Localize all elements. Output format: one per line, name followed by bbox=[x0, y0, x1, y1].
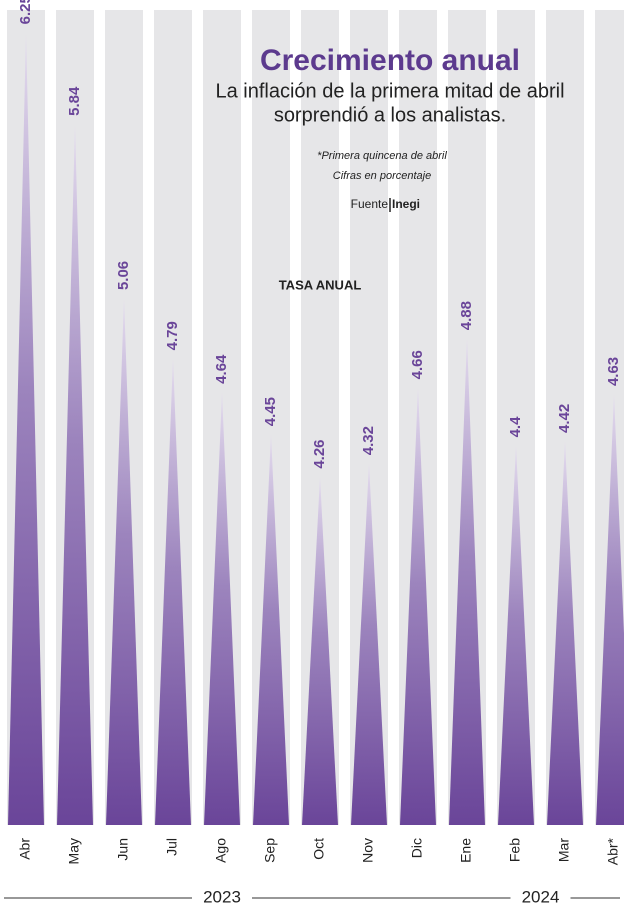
spike bbox=[302, 476, 338, 825]
year-label: 2023 bbox=[203, 887, 241, 906]
x-tick-label: Ago bbox=[213, 838, 229, 863]
subtitle: La inflación de la primera mitad de abri… bbox=[215, 80, 564, 102]
spike bbox=[204, 391, 240, 825]
spike bbox=[547, 440, 583, 825]
value-label: 4.26 bbox=[311, 439, 328, 468]
spike bbox=[57, 123, 93, 825]
x-tick-label: Jul bbox=[164, 838, 180, 856]
x-tick-label: Jun bbox=[115, 838, 131, 861]
x-tick-label: Oct bbox=[311, 838, 327, 860]
spike bbox=[8, 32, 44, 826]
value-label: 4.4 bbox=[507, 416, 524, 438]
year-label: 2024 bbox=[522, 887, 560, 906]
spike bbox=[106, 298, 142, 825]
years: 2023 2024 bbox=[4, 887, 620, 906]
note: *Primera quincena de abril bbox=[317, 150, 447, 162]
spike bbox=[498, 445, 534, 825]
value-label: 6.25 bbox=[17, 0, 34, 24]
categories: Abr May Jun Jul Ago Sep Oct Nov Dic Ene Feb Mar Abr* bbox=[17, 837, 621, 865]
x-tick-label: Ene bbox=[458, 838, 474, 863]
x-tick-label: Nov bbox=[360, 838, 376, 863]
x-tick-label: Feb bbox=[507, 838, 523, 862]
spike bbox=[155, 358, 191, 825]
chart-title: Crecimiento anual bbox=[260, 44, 520, 77]
x-tick-label: May bbox=[66, 838, 82, 864]
x-tick-label: Sep bbox=[262, 838, 278, 863]
spike bbox=[351, 463, 387, 825]
x-tick-label: Mar bbox=[556, 838, 572, 862]
value-label: 4.79 bbox=[164, 321, 181, 350]
value-label: 4.45 bbox=[262, 397, 279, 426]
value-label: 5.06 bbox=[115, 261, 132, 290]
value-label: 4.63 bbox=[605, 357, 622, 386]
axis-label: TASA ANUAL bbox=[279, 277, 362, 292]
subtitle: sorprendió a los analistas. bbox=[274, 104, 506, 126]
value-label: 4.64 bbox=[213, 354, 230, 384]
spike bbox=[596, 394, 624, 825]
x-tick-label: Dic bbox=[409, 838, 425, 858]
x-tick-label: Abr* bbox=[605, 837, 621, 865]
value-label: 5.84 bbox=[66, 86, 83, 116]
note: Cifras en porcentaje bbox=[333, 170, 431, 182]
value-label: 4.66 bbox=[409, 350, 426, 379]
source: Inegi bbox=[392, 197, 420, 211]
source-label: Fuente bbox=[351, 197, 389, 211]
spike bbox=[253, 434, 289, 825]
x-tick-label: Abr bbox=[17, 838, 33, 860]
value-label: 4.42 bbox=[556, 404, 573, 433]
value-label: 4.32 bbox=[360, 426, 377, 455]
marks: 6.25 5.84 5.06 4.79 4.64 4.45 4.26 4.32 4.66 4.88… bbox=[8, 0, 624, 826]
spike bbox=[400, 387, 436, 825]
value-label: 4.88 bbox=[458, 301, 475, 330]
spike bbox=[449, 338, 485, 825]
